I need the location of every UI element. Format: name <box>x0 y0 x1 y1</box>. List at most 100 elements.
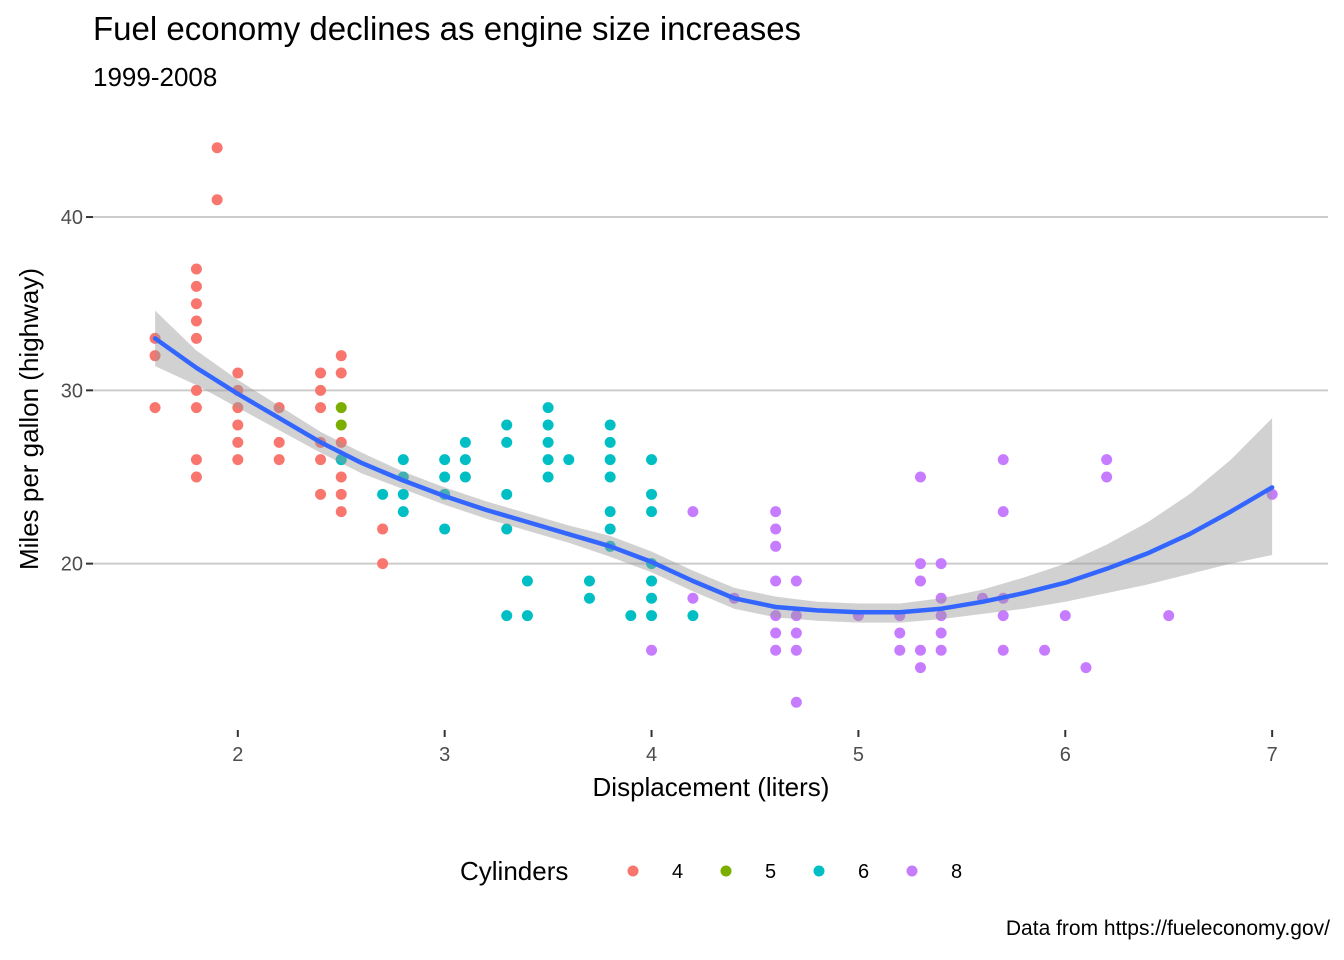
point-cyl-6 <box>439 471 451 483</box>
point-cyl-8 <box>914 575 926 587</box>
point-cyl-6 <box>542 402 554 414</box>
point-cyl-4 <box>190 298 202 310</box>
point-cyl-4 <box>190 315 202 327</box>
point-cyl-6 <box>521 610 533 622</box>
point-cyl-8 <box>770 506 782 518</box>
point-cyl-4 <box>335 367 347 379</box>
point-cyl-8 <box>790 610 802 622</box>
point-cyl-6 <box>583 575 595 587</box>
point-cyl-6 <box>646 454 658 466</box>
legend-label: 4 <box>672 861 683 883</box>
point-cyl-6 <box>687 610 699 622</box>
point-cyl-4 <box>377 523 389 535</box>
point-cyl-8 <box>770 610 782 622</box>
point-cyl-5 <box>335 419 347 431</box>
chart-title: Fuel economy declines as engine size inc… <box>93 10 802 47</box>
point-cyl-6 <box>501 436 513 448</box>
point-cyl-4 <box>335 488 347 500</box>
point-cyl-8 <box>914 662 926 674</box>
point-cyl-8 <box>770 523 782 535</box>
point-cyl-8 <box>1101 471 1113 483</box>
legend: Cylinders 4 5 6 8 <box>460 856 962 886</box>
point-cyl-6 <box>646 592 658 604</box>
point-cyl-6 <box>583 592 595 604</box>
legend-key-6 <box>813 865 825 877</box>
chart-caption: Data from https://fueleconomy.gov/ <box>1005 917 1330 940</box>
y-tick-label: 20 <box>61 554 83 576</box>
point-cyl-4 <box>190 280 202 292</box>
point-cyl-6 <box>501 610 513 622</box>
smooth-line <box>152 336 1275 615</box>
point-cyl-4 <box>273 454 285 466</box>
point-cyl-4 <box>335 506 347 518</box>
point-cyl-8 <box>997 644 1009 656</box>
point-cyl-6 <box>542 471 554 483</box>
point-cyl-4 <box>273 436 285 448</box>
point-cyl-6 <box>604 436 616 448</box>
point-cyl-4 <box>190 454 202 466</box>
point-cyl-8 <box>914 644 926 656</box>
legend-label: 6 <box>858 861 869 883</box>
point-cyl-6 <box>501 419 513 431</box>
point-cyl-6 <box>646 488 658 500</box>
point-cyl-6 <box>646 506 658 518</box>
point-cyl-8 <box>790 627 802 639</box>
point-cyl-8 <box>935 558 947 570</box>
point-cyl-6 <box>563 454 575 466</box>
point-cyl-4 <box>315 367 327 379</box>
point-cyl-6 <box>501 523 513 535</box>
point-cyl-6 <box>646 575 658 587</box>
x-tick-label: 5 <box>853 744 864 766</box>
point-cyl-6 <box>521 575 533 587</box>
smooth-fit <box>152 310 1275 623</box>
point-cyl-6 <box>604 523 616 535</box>
point-cyl-4 <box>149 350 161 362</box>
point-cyl-8 <box>790 644 802 656</box>
point-cyl-8 <box>997 610 1009 622</box>
point-cyl-6 <box>377 488 389 500</box>
grid-lines <box>93 216 1328 565</box>
legend-key-4 <box>627 865 639 877</box>
point-cyl-6 <box>625 610 637 622</box>
point-cyl-4 <box>190 263 202 275</box>
point-cyl-4 <box>315 488 327 500</box>
y-axis-title: Miles per gallon (highway) <box>14 268 44 570</box>
point-cyl-4 <box>335 436 347 448</box>
point-cyl-4 <box>149 402 161 414</box>
point-cyl-4 <box>232 402 244 414</box>
point-cyl-4 <box>377 558 389 570</box>
point-cyl-4 <box>211 142 223 154</box>
point-cyl-8 <box>687 506 699 518</box>
point-cyl-6 <box>397 454 409 466</box>
point-cyl-8 <box>770 627 782 639</box>
point-cyl-8 <box>790 696 802 708</box>
point-cyl-6 <box>459 454 471 466</box>
legend-key-8 <box>906 865 918 877</box>
point-cyl-6 <box>459 471 471 483</box>
data-points <box>149 142 1278 708</box>
x-axis-ticks: 2 3 4 5 6 7 <box>232 730 1278 766</box>
point-cyl-8 <box>935 610 947 622</box>
point-cyl-8 <box>1163 610 1175 622</box>
point-cyl-4 <box>190 332 202 344</box>
point-cyl-6 <box>604 506 616 518</box>
point-cyl-4 <box>190 384 202 396</box>
point-cyl-8 <box>1039 644 1051 656</box>
point-cyl-6 <box>542 454 554 466</box>
point-cyl-6 <box>646 610 658 622</box>
point-cyl-8 <box>770 575 782 587</box>
point-cyl-4 <box>315 402 327 414</box>
point-cyl-8 <box>770 644 782 656</box>
point-cyl-4 <box>315 454 327 466</box>
legend-title: Cylinders <box>460 856 568 886</box>
x-axis-title: Displacement (liters) <box>593 772 830 802</box>
confidence-band <box>155 310 1273 623</box>
y-tick-label: 40 <box>61 207 83 229</box>
point-cyl-8 <box>770 540 782 552</box>
point-cyl-6 <box>459 436 471 448</box>
point-cyl-5 <box>335 402 347 414</box>
point-cyl-6 <box>542 419 554 431</box>
legend-label: 8 <box>951 861 962 883</box>
point-cyl-6 <box>604 419 616 431</box>
point-cyl-8 <box>914 558 926 570</box>
